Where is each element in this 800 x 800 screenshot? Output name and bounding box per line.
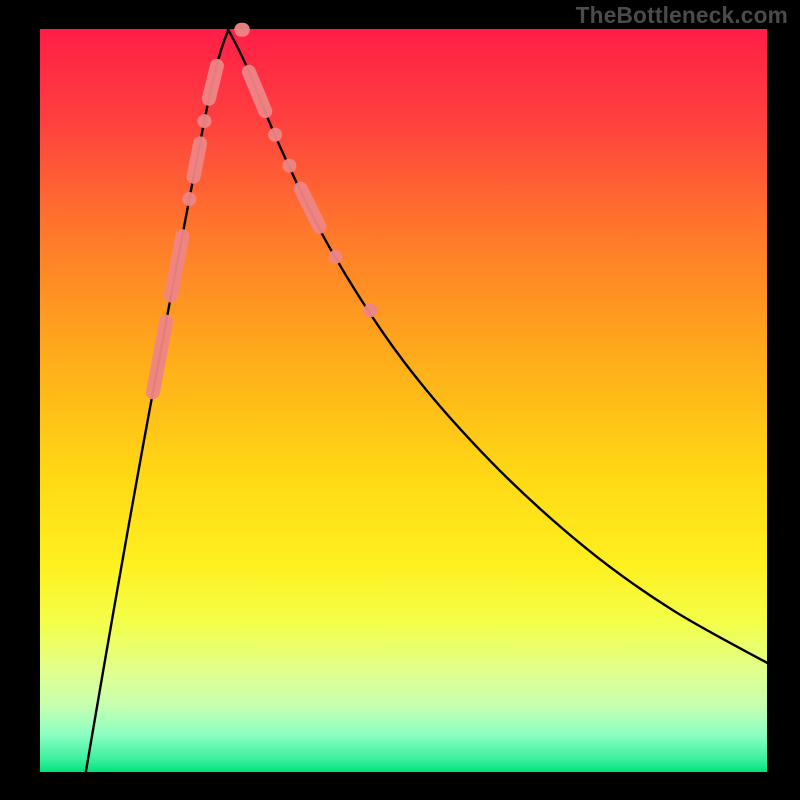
marker-dot <box>197 114 211 128</box>
marker-dot <box>268 128 282 142</box>
marker-pill <box>194 143 201 176</box>
bottleneck-chart <box>0 0 800 800</box>
marker-dot <box>363 303 377 317</box>
marker-pill <box>209 66 217 99</box>
chart-stage: TheBottleneck.com <box>0 0 800 800</box>
marker-dot <box>282 159 296 173</box>
marker-dot <box>329 250 343 264</box>
watermark-text: TheBottleneck.com <box>576 2 788 29</box>
gradient-background <box>40 29 767 772</box>
marker-dot <box>182 192 196 206</box>
